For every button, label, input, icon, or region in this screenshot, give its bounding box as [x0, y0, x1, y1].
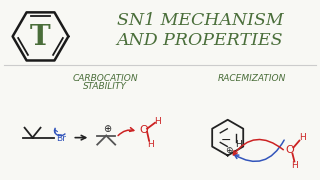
Text: H: H — [147, 140, 153, 149]
Text: H: H — [235, 140, 242, 149]
Text: RACEMIZATION: RACEMIZATION — [217, 74, 286, 83]
Text: STABILITY: STABILITY — [83, 82, 127, 91]
Text: H: H — [291, 161, 298, 170]
Text: H: H — [299, 133, 306, 142]
Text: ⊕: ⊕ — [103, 124, 111, 134]
Text: SN1 MECHANISM: SN1 MECHANISM — [116, 12, 283, 29]
Text: AND PROPERTIES: AND PROPERTIES — [116, 32, 283, 49]
Text: H: H — [154, 117, 160, 126]
Text: CARBOCATION: CARBOCATION — [72, 74, 138, 83]
Text: O: O — [285, 145, 294, 155]
Text: −: − — [220, 134, 231, 147]
Text: O: O — [140, 125, 148, 135]
Text: T: T — [30, 24, 51, 51]
Text: Br: Br — [56, 134, 66, 143]
Text: ⊕: ⊕ — [225, 146, 232, 155]
